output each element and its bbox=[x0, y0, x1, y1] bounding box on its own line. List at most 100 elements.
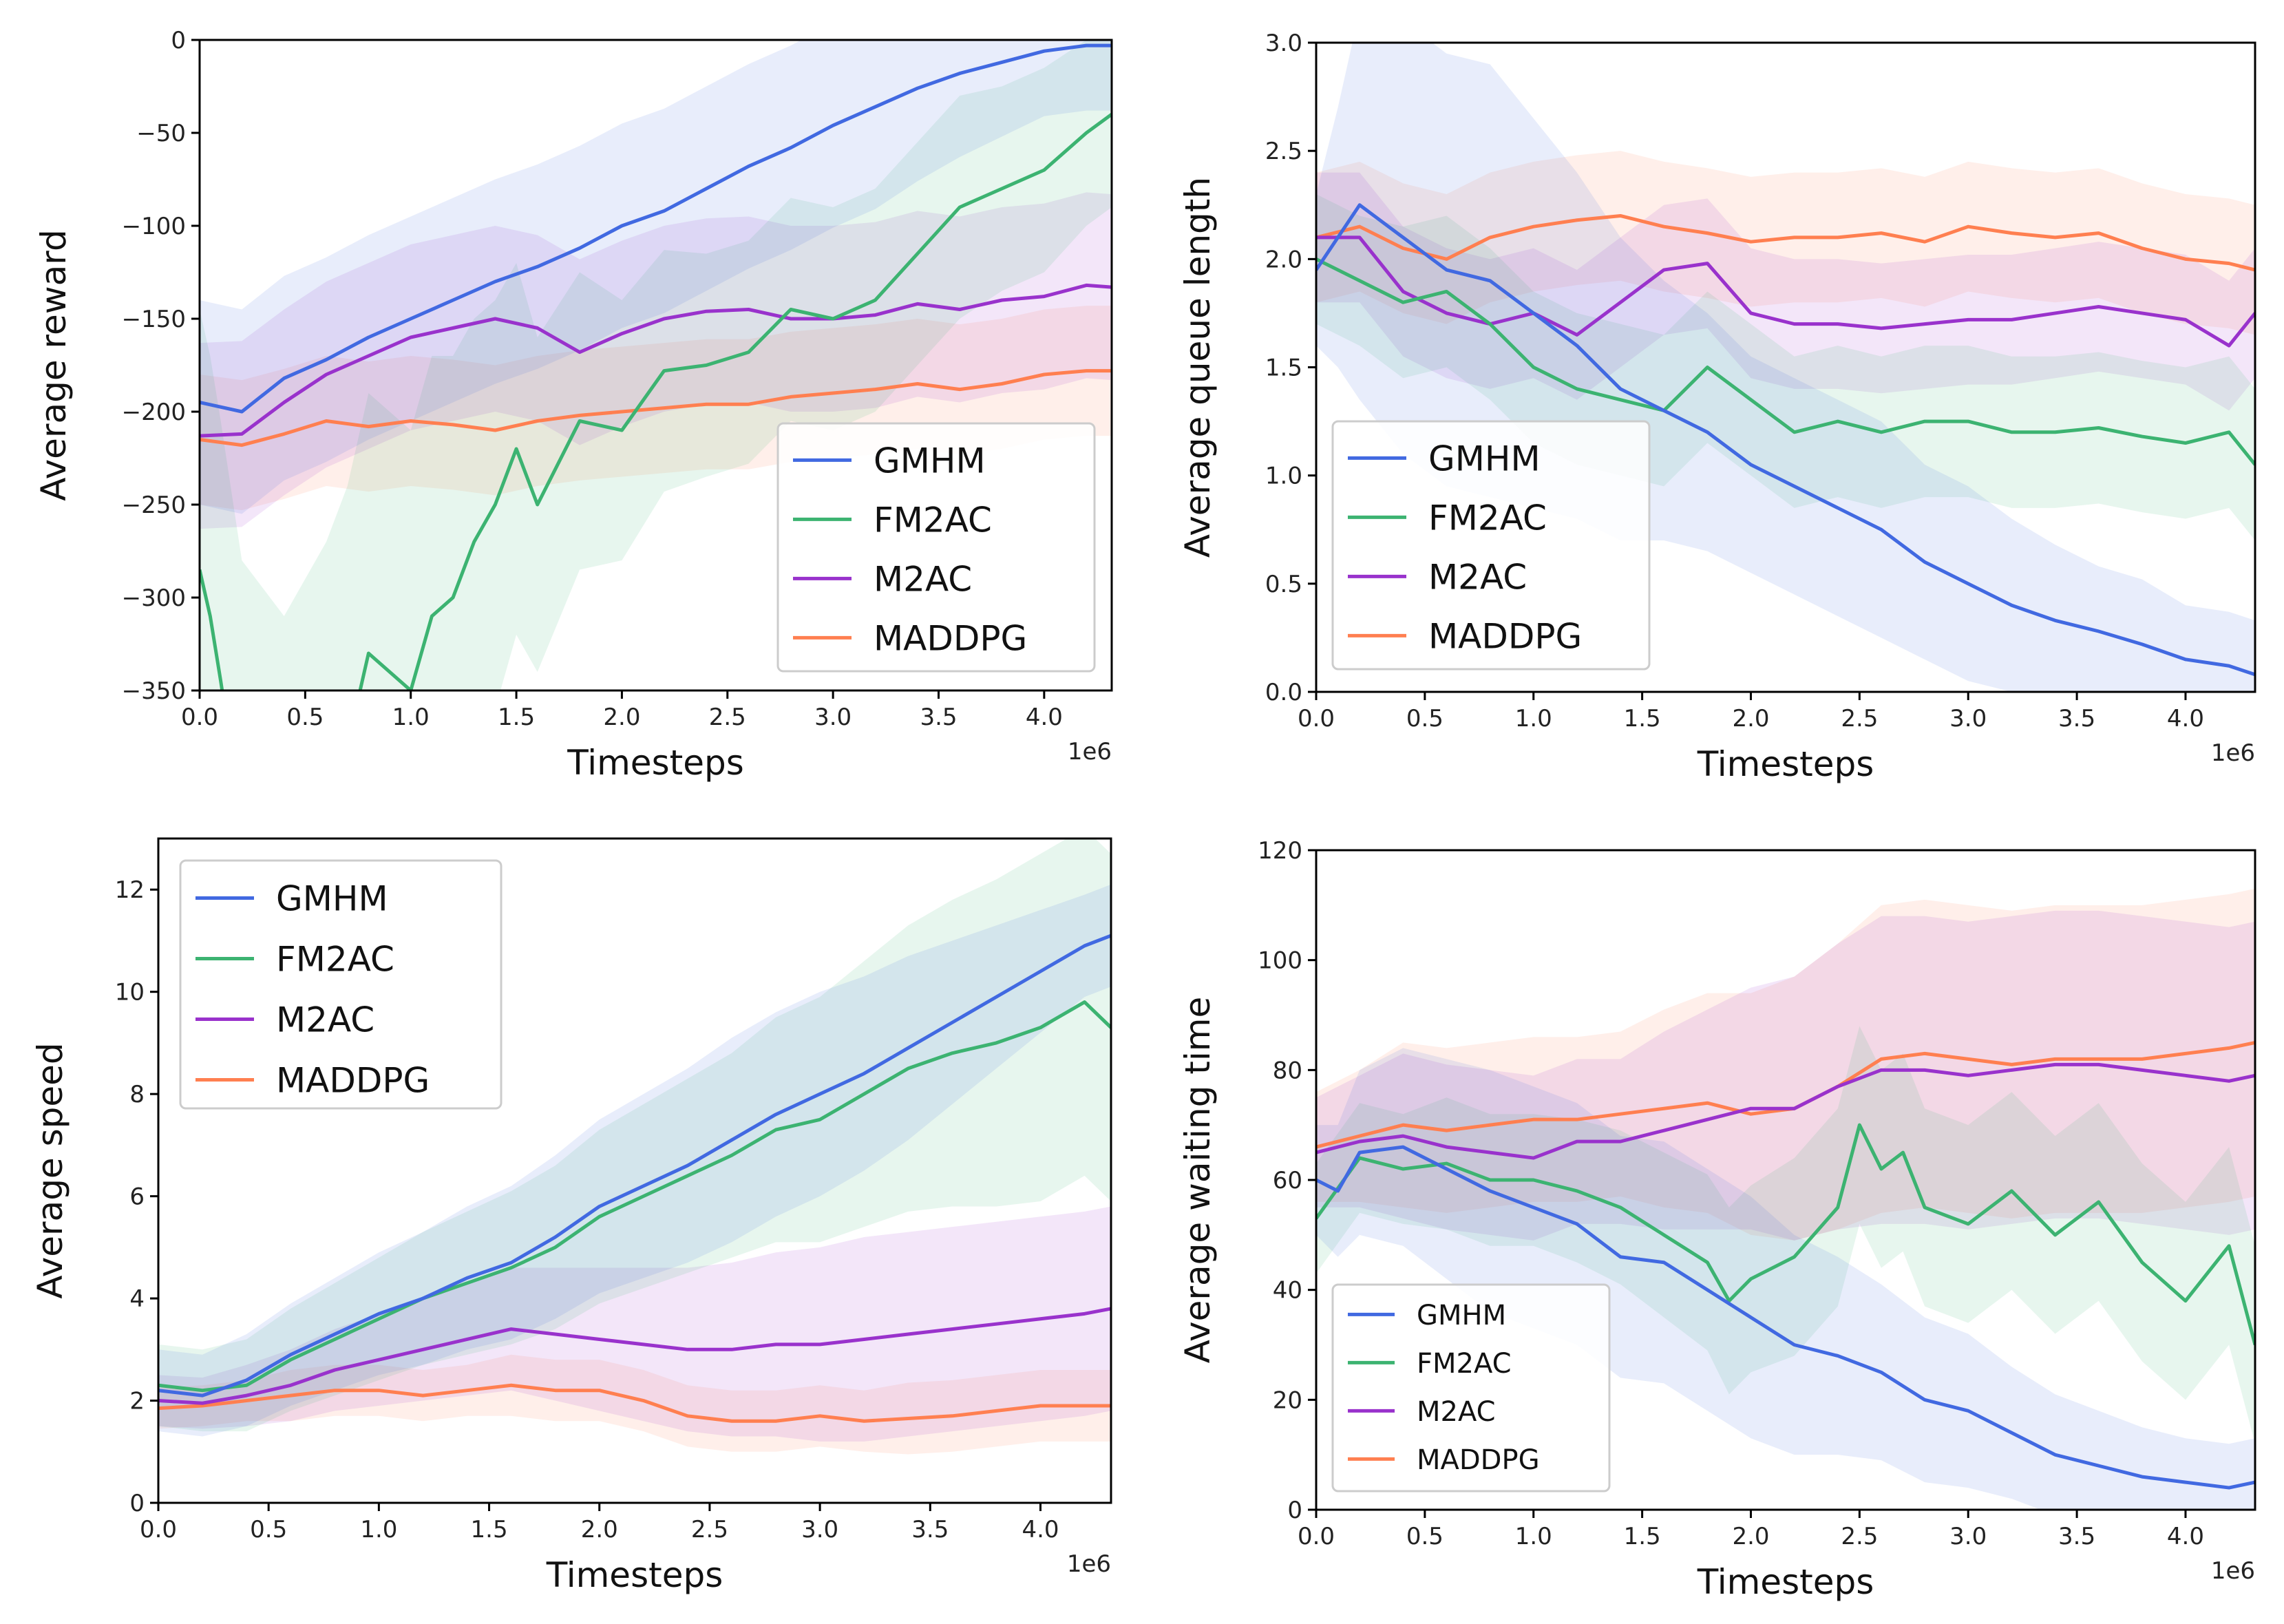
x-tick-label: 3.0 bbox=[801, 1516, 838, 1543]
x-tick-label: 0.0 bbox=[140, 1516, 177, 1543]
y-tick-label: 0 bbox=[171, 27, 186, 54]
legend-label-m2ac: M2AC bbox=[1417, 1396, 1496, 1428]
x-axis-label: Timesteps bbox=[1697, 1562, 1874, 1602]
y-tick-label: −100 bbox=[122, 213, 186, 240]
speed-chart: 0.0 0.5 1.0 1.5 2.0 2.5 3.0 3.5 4.0 0 2 4 6 8 10 12 Time… bbox=[30, 837, 1112, 1595]
legend-label-maddpg: MADDPG bbox=[1428, 616, 1582, 656]
x-tick-label: 0.0 bbox=[1298, 1523, 1335, 1550]
band-m2ac bbox=[158, 1206, 1111, 1442]
x-tick-label: 2.5 bbox=[1841, 1523, 1878, 1550]
y-tick-label: 8 bbox=[129, 1081, 145, 1108]
x-tick-label: 2.5 bbox=[1841, 705, 1878, 732]
y-tick-label: 2 bbox=[129, 1388, 145, 1415]
x-tick-label: 2.0 bbox=[603, 704, 640, 731]
x-tick-label: 4.0 bbox=[2167, 705, 2204, 732]
band-fm2ac bbox=[200, 40, 1112, 690]
x-tick-label: 1.5 bbox=[498, 704, 535, 731]
x-tick-label: 3.5 bbox=[920, 704, 957, 731]
x-scale-label: 1e6 bbox=[2211, 739, 2255, 767]
line-gmhm bbox=[200, 43, 1112, 414]
y-tick-label: −150 bbox=[122, 306, 186, 333]
y-tick-label: 4 bbox=[129, 1285, 145, 1313]
legend-label-gmhm: GMHM bbox=[1428, 439, 1541, 478]
x-tick-label: 0.5 bbox=[286, 704, 324, 731]
line-gmhm bbox=[1316, 1145, 2255, 1490]
x-tick-label: 4.0 bbox=[1022, 1516, 1059, 1543]
x-axis-label: Timesteps bbox=[1697, 744, 1874, 784]
legend-label-fm2ac: FM2AC bbox=[276, 940, 394, 980]
x-tick-label: 3.5 bbox=[911, 1516, 949, 1543]
y-tick-label: 100 bbox=[1258, 947, 1302, 975]
legend-label-gmhm: GMHM bbox=[1417, 1300, 1506, 1331]
x-tick-label: 2.0 bbox=[581, 1516, 618, 1543]
band-gmhm bbox=[1316, 1048, 2255, 1510]
y-tick-label: −50 bbox=[136, 120, 186, 147]
axes-frame bbox=[157, 837, 1112, 1504]
line-maddpg bbox=[1316, 213, 2255, 272]
line-fm2ac bbox=[1316, 1123, 2255, 1346]
legend-label-gmhm: GMHM bbox=[276, 879, 388, 919]
y-tick-label: 2.5 bbox=[1265, 138, 1302, 165]
y-tick-label: 0 bbox=[1287, 1497, 1302, 1524]
plot-area bbox=[1316, 888, 2255, 1510]
line-gmhm bbox=[1316, 203, 2255, 677]
legend-label-fm2ac: FM2AC bbox=[1428, 498, 1547, 538]
legend-box bbox=[776, 422, 1096, 673]
x-tick-label: 0.0 bbox=[181, 704, 218, 731]
line-m2ac bbox=[200, 283, 1112, 438]
legend-label-fm2ac: FM2AC bbox=[1417, 1348, 1512, 1380]
y-tick-label: 2.0 bbox=[1265, 246, 1302, 273]
plot-area bbox=[200, 40, 1112, 690]
x-tick-label: 3.5 bbox=[2058, 705, 2095, 732]
axes-frame bbox=[198, 39, 1113, 692]
x-tick-label: 1.5 bbox=[1624, 1523, 1661, 1550]
x-axis-label: Timesteps bbox=[567, 743, 744, 783]
band-fm2ac bbox=[1316, 1026, 2255, 1444]
line-m2ac bbox=[1316, 1062, 2255, 1160]
x-tick-label: 3.0 bbox=[814, 704, 852, 731]
queue-length-chart: 0.0 0.5 1.0 1.5 2.0 2.5 3.0 3.5 4.0 0.0 0.5 1.0 1.5 2… bbox=[1178, 30, 2256, 784]
legend-label-m2ac: M2AC bbox=[276, 1000, 374, 1040]
y-tick-label: 40 bbox=[1273, 1277, 1302, 1305]
line-fm2ac bbox=[158, 1000, 1111, 1393]
legend: GMHM FM2AC M2AC MADDPG bbox=[776, 422, 1096, 673]
y-tick-label: 6 bbox=[129, 1183, 145, 1211]
x-tick-label: 1.0 bbox=[360, 1516, 397, 1543]
legend: GMHM FM2AC M2AC MADDPG bbox=[1331, 1283, 1611, 1493]
band-m2ac bbox=[1316, 172, 2255, 411]
x-tick-label: 0.5 bbox=[1406, 1523, 1444, 1550]
x-tick-label: 3.0 bbox=[1949, 705, 1987, 732]
x-tick-label: 4.0 bbox=[2167, 1523, 2204, 1550]
y-tick-label: 3.0 bbox=[1265, 30, 1302, 57]
line-gmhm bbox=[158, 934, 1111, 1398]
legend-label-gmhm: GMHM bbox=[874, 441, 986, 481]
legend-label-maddpg: MADDPG bbox=[276, 1061, 430, 1101]
y-tick-label: −300 bbox=[122, 584, 186, 612]
y-tick-label: 80 bbox=[1273, 1057, 1302, 1084]
y-tick-label: 0.0 bbox=[1265, 679, 1302, 706]
x-tick-label: 1.0 bbox=[1515, 705, 1552, 732]
y-tick-label: −350 bbox=[122, 677, 186, 705]
band-gmhm bbox=[1316, 43, 2255, 692]
band-fm2ac bbox=[158, 839, 1111, 1432]
x-tick-label: 1.0 bbox=[392, 704, 430, 731]
line-m2ac bbox=[1316, 235, 2255, 348]
x-tick-label: 2.5 bbox=[709, 704, 746, 731]
legend-box bbox=[179, 859, 503, 1110]
x-tick-label: 3.5 bbox=[2058, 1523, 2095, 1550]
y-tick-label: 0 bbox=[129, 1490, 145, 1517]
x-tick-label: 0.5 bbox=[250, 1516, 287, 1543]
y-tick-label: 12 bbox=[115, 876, 145, 904]
band-m2ac bbox=[200, 192, 1112, 529]
reward-chart: 0.0 0.5 1.0 1.5 2.0 2.5 3.0 3.5 4.0 0 −50 −100 −150 −… bbox=[34, 27, 1113, 783]
x-tick-label: 2.0 bbox=[1732, 705, 1769, 732]
x-tick-label: 1.5 bbox=[1624, 705, 1661, 732]
x-scale-label: 1e6 bbox=[2211, 1557, 2255, 1585]
line-fm2ac bbox=[1316, 257, 2255, 466]
y-tick-label: −200 bbox=[122, 399, 186, 426]
band-gmhm bbox=[158, 884, 1111, 1437]
legend-label-maddpg: MADDPG bbox=[1417, 1444, 1540, 1476]
y-tick-label: 60 bbox=[1273, 1167, 1302, 1194]
